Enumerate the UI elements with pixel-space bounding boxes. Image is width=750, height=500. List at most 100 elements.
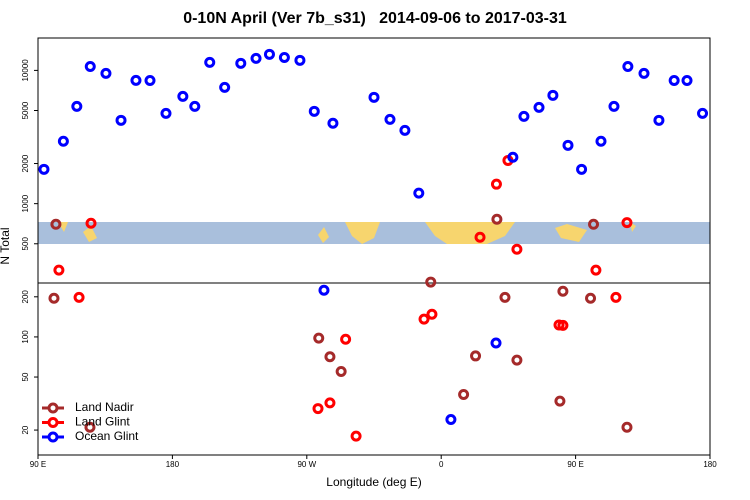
legend-label: Land Glint — [75, 415, 130, 429]
point — [621, 217, 633, 229]
point — [470, 350, 482, 362]
plot-frame — [37, 37, 711, 456]
point — [115, 114, 127, 126]
point — [622, 60, 634, 72]
point — [425, 276, 437, 288]
point — [445, 414, 457, 426]
y-tick-label: 2000 — [21, 154, 30, 172]
point — [585, 292, 597, 304]
point — [533, 101, 545, 113]
point — [474, 231, 486, 243]
point — [160, 107, 172, 119]
map-land — [58, 222, 636, 244]
point — [576, 163, 588, 175]
x-tick-label: 90 E — [567, 460, 583, 469]
point — [318, 284, 330, 296]
point — [653, 114, 665, 126]
point — [507, 151, 519, 163]
x-tick-label: 180 — [703, 460, 717, 469]
point — [324, 397, 336, 409]
point — [235, 57, 247, 69]
y-tick-label: 500 — [21, 237, 30, 251]
y-tick-label: 50 — [21, 372, 30, 381]
point — [294, 54, 306, 66]
point — [38, 163, 50, 175]
point — [84, 60, 96, 72]
point — [350, 430, 362, 442]
point — [368, 91, 380, 103]
point — [458, 388, 470, 400]
point — [130, 74, 142, 86]
point — [73, 291, 85, 303]
point — [384, 113, 396, 125]
point — [324, 351, 336, 363]
point — [554, 395, 566, 407]
point — [189, 100, 201, 112]
point — [518, 110, 530, 122]
point — [71, 100, 83, 112]
legend-label: Land Nadir — [75, 400, 134, 414]
point — [557, 319, 569, 331]
point — [50, 218, 62, 230]
point — [608, 100, 620, 112]
point — [48, 292, 60, 304]
point — [53, 264, 65, 276]
chart-title: 0-10N April (Ver 7b_s31) 2014-09-06 to 2… — [183, 10, 567, 27]
x-tick-label: 180 — [166, 460, 180, 469]
point — [278, 51, 290, 63]
legend-marker — [47, 402, 59, 414]
point — [308, 105, 320, 117]
point — [491, 213, 503, 225]
point — [638, 67, 650, 79]
point — [426, 308, 438, 320]
point — [668, 74, 680, 86]
point — [399, 124, 411, 136]
point — [621, 421, 633, 433]
point — [340, 333, 352, 345]
point — [263, 48, 275, 60]
y-tick-label: 100 — [21, 330, 30, 344]
x-tick-label: 0 — [439, 460, 444, 469]
legend-marker — [47, 417, 59, 428]
x-tick-label: 90 W — [297, 460, 316, 469]
point — [595, 135, 607, 147]
x-tick-label: 90 E — [30, 460, 46, 469]
point — [313, 332, 325, 344]
y-tick-label: 200 — [21, 290, 30, 304]
point — [490, 337, 502, 349]
y-tick-label: 1000 — [21, 194, 30, 212]
point — [250, 52, 262, 64]
legend-marker — [47, 431, 59, 443]
point — [57, 135, 69, 147]
point — [610, 291, 622, 303]
y-tick-label: 10000 — [21, 59, 30, 82]
point — [511, 243, 523, 255]
point — [312, 403, 324, 415]
point — [590, 264, 602, 276]
point — [499, 291, 511, 303]
point — [84, 421, 96, 433]
point — [413, 187, 425, 199]
point — [490, 178, 502, 190]
y-tick-label: 5000 — [21, 101, 30, 119]
point — [588, 218, 600, 230]
point — [85, 217, 97, 229]
point — [511, 354, 523, 366]
point — [557, 285, 569, 297]
map-band — [38, 222, 710, 244]
point — [204, 56, 216, 68]
point — [144, 74, 156, 86]
point — [219, 81, 231, 93]
x-axis-label: Longitude (deg E) — [326, 475, 421, 489]
point — [562, 139, 574, 151]
point — [418, 313, 430, 325]
point — [177, 90, 189, 102]
legend-label: Ocean Glint — [75, 429, 139, 443]
point — [335, 366, 347, 378]
point — [547, 89, 559, 101]
point — [327, 117, 339, 129]
y-axis-label: N Total — [0, 227, 12, 264]
point — [697, 107, 709, 119]
point — [100, 67, 112, 79]
